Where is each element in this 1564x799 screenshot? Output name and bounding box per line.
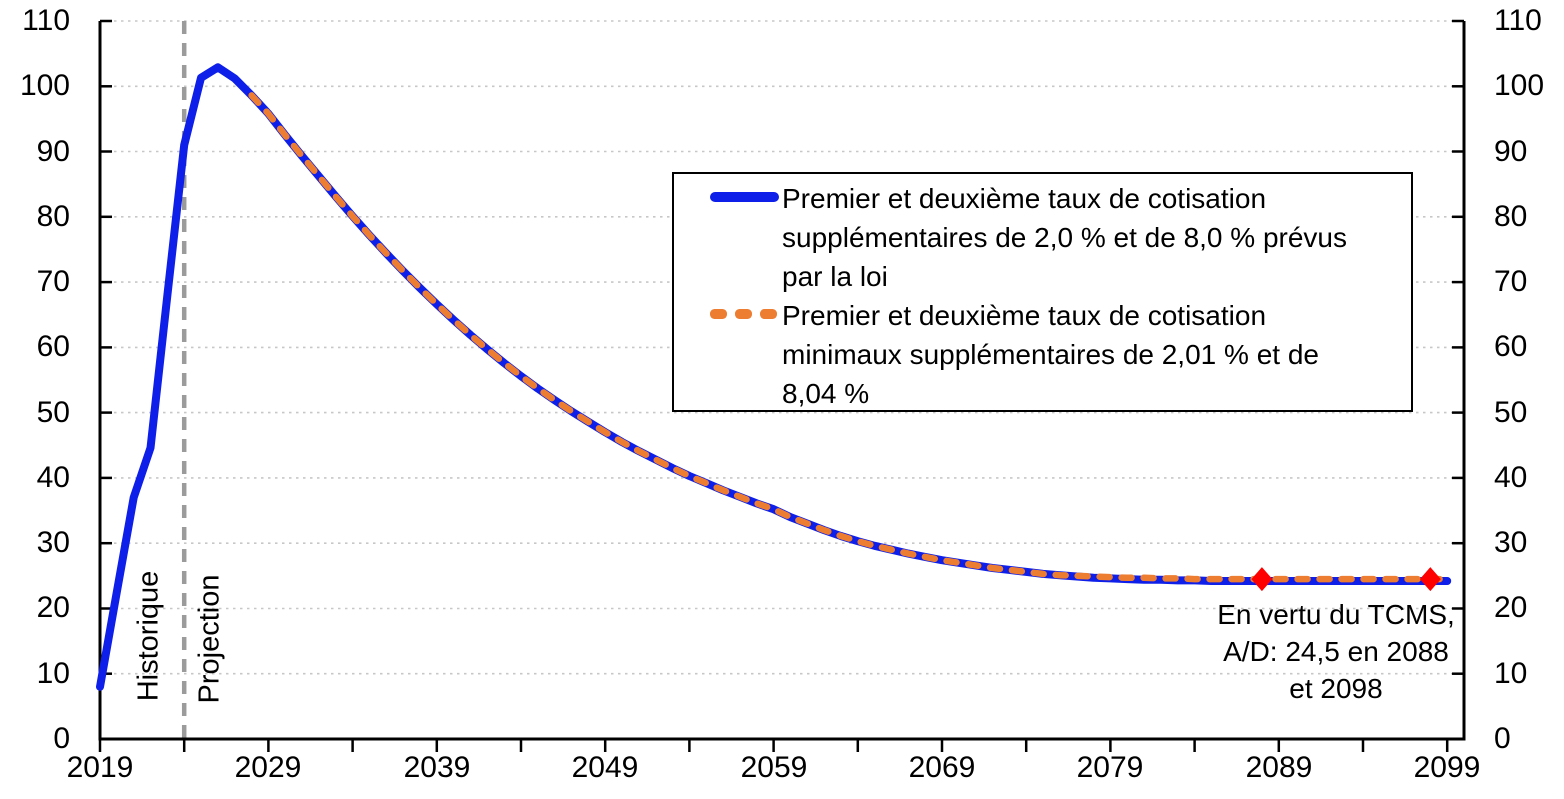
projection-label: Projection	[193, 574, 226, 704]
legend-line: Premier et deuxième taux de cotisation	[782, 183, 1267, 214]
legend-line: Premier et deuxième taux de cotisation	[782, 300, 1267, 331]
dash-segment	[710, 309, 727, 319]
dash-segment	[735, 309, 752, 319]
solid-line-swatch-icon	[710, 192, 779, 202]
dash-segment	[760, 309, 777, 319]
legend-swatch-column	[674, 179, 782, 218]
tcms-diamond-marker-2098	[1419, 567, 1441, 592]
legend: Premier et deuxième taux de cotisation s…	[672, 172, 1413, 412]
series-line-minimum-rates	[248, 92, 1451, 583]
legend-entry-legal-rates: Premier et deuxième taux de cotisation s…	[674, 179, 1411, 296]
dashed-line-swatch-icon	[710, 309, 782, 319]
legend-entry-label: Premier et deuxième taux de cotisation m…	[782, 296, 1319, 413]
legend-line: 8,04 %	[782, 378, 870, 409]
legend-swatch-column	[674, 296, 782, 335]
annotation-line: et 2098	[1289, 673, 1383, 704]
legend-line: minimaux supplémentaires de 2,01 % et de	[782, 339, 1319, 370]
tcms-diamond-marker-2088	[1251, 567, 1273, 592]
annotation-line: A/D: 24,5 en 2088	[1223, 636, 1449, 667]
legend-entry-minimum-rates: Premier et deuxième taux de cotisation m…	[674, 296, 1411, 413]
legend-line: par la loi	[782, 261, 888, 292]
legend-line: supplémentaires de 2,0 % et de 8,0 % pré…	[782, 222, 1348, 253]
annotation-line: En vertu du TCMS,	[1217, 599, 1455, 630]
legend-entry-label: Premier et deuxième taux de cotisation s…	[782, 179, 1347, 296]
annotation-tcms: En vertu du TCMS, A/D: 24,5 en 2088 et 2…	[1160, 596, 1512, 707]
historique-label: Historique	[132, 570, 165, 702]
